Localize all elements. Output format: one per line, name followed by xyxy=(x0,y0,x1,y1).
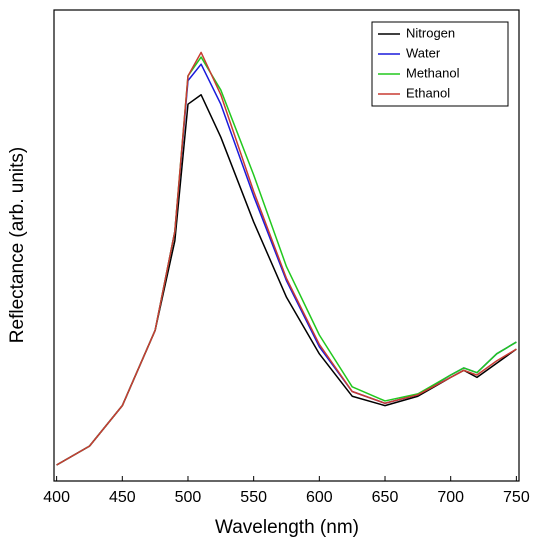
x-tick-label: 750 xyxy=(503,489,530,506)
legend-label: Methanol xyxy=(406,65,460,80)
x-tick-label: 700 xyxy=(437,489,464,506)
x-axis-label: Wavelength (nm) xyxy=(215,517,359,538)
x-tick-label: 400 xyxy=(43,489,70,506)
legend-label: Nitrogen xyxy=(406,25,455,40)
x-tick-label: 550 xyxy=(240,489,267,506)
x-tick-label: 650 xyxy=(372,489,399,506)
x-tick-label: 500 xyxy=(175,489,202,506)
y-axis-label: Reflectance (arb. units) xyxy=(7,147,28,343)
series-line xyxy=(56,56,517,466)
legend-label: Water xyxy=(406,45,441,60)
x-tick-label: 450 xyxy=(109,489,136,506)
x-tick-label: 600 xyxy=(306,489,333,506)
series-line xyxy=(56,51,517,466)
legend-label: Ethanol xyxy=(406,85,450,100)
legend-box xyxy=(371,21,509,107)
plot-frame xyxy=(53,9,520,482)
